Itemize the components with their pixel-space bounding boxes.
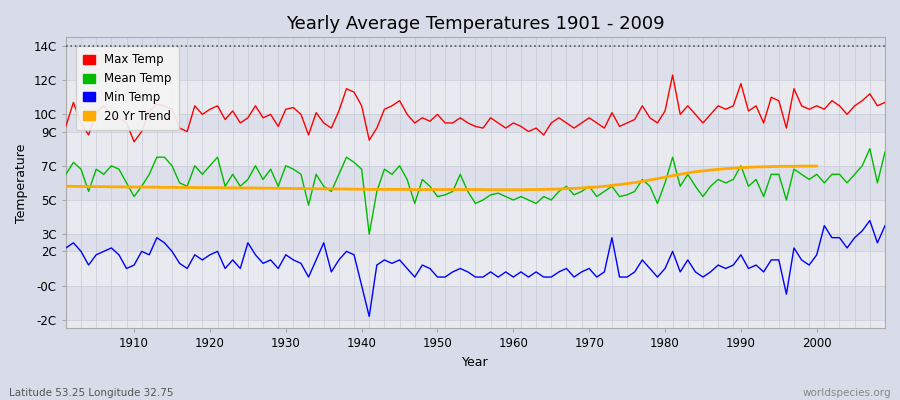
Bar [66, 251, 885, 286]
Bar [66, 46, 885, 80]
Bar [66, 200, 885, 234]
Text: worldspecies.org: worldspecies.org [803, 388, 891, 398]
Bar [66, 114, 885, 132]
Legend: Max Temp, Mean Temp, Min Temp, 20 Yr Trend: Max Temp, Mean Temp, Min Temp, 20 Yr Tre… [76, 46, 178, 130]
Title: Yearly Average Temperatures 1901 - 2009: Yearly Average Temperatures 1901 - 2009 [286, 15, 665, 33]
X-axis label: Year: Year [462, 356, 489, 369]
Bar [66, 132, 885, 166]
Bar [66, 320, 885, 328]
Bar [66, 80, 885, 114]
Bar [66, 286, 885, 320]
Text: Latitude 53.25 Longitude 32.75: Latitude 53.25 Longitude 32.75 [9, 388, 174, 398]
Bar [66, 166, 885, 200]
Y-axis label: Temperature: Temperature [15, 143, 28, 222]
Bar [66, 234, 885, 251]
